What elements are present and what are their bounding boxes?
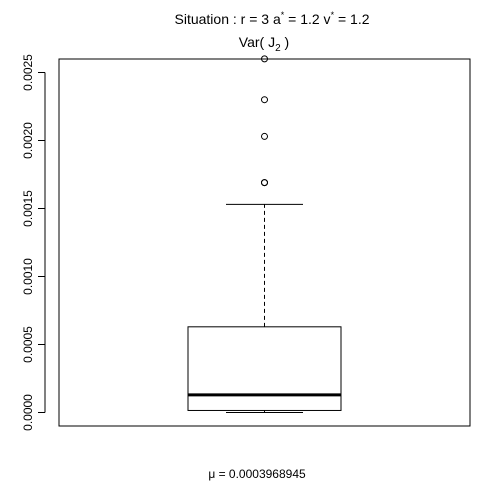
title-line2-subscript: 2 [275,43,281,54]
outlier-point [261,179,268,187]
outlier-point [261,132,268,140]
title-line2-prefix: Var( J [239,34,275,50]
y-tick-label: 0.0025 [21,54,35,91]
iqr-box [187,326,342,411]
mean-annotation: μ = 0.0003968945 [208,467,306,481]
boxplot-group [187,203,342,413]
mean-symbol: μ [208,467,215,481]
y-tick-label: 0.0015 [21,190,35,227]
y-tick-label: 0.0005 [21,326,35,363]
y-tick-label: 0.0020 [21,122,35,159]
title-line2-suffix: ) [281,34,290,50]
title-line1-prefix: Situation : r = 3 a [175,11,281,27]
outliers-group [261,55,268,187]
title-line1-mid: = 1.2 v [284,11,330,27]
y-axis: 0.0000 0.0005 0.0010 0.0015 0.0020 0.0025 [21,54,46,431]
outlier-point [261,96,268,104]
y-tick-label: 0.0000 [21,394,35,431]
title-line1-sup-v: * [331,10,335,20]
mean-value: = 0.0003968945 [215,467,306,481]
chart-title-line1: Situation : r = 3 a* = 1.2 v* = 1.2 [175,10,370,27]
outlier-point [261,55,268,63]
title-line1-suffix: = 1.2 [334,11,370,27]
title-line1-sup-a: * [281,10,285,20]
y-tick-label: 0.0010 [21,258,35,295]
plot-frame [58,58,471,427]
chart-title-line2: Var( J2 ) [239,34,289,54]
